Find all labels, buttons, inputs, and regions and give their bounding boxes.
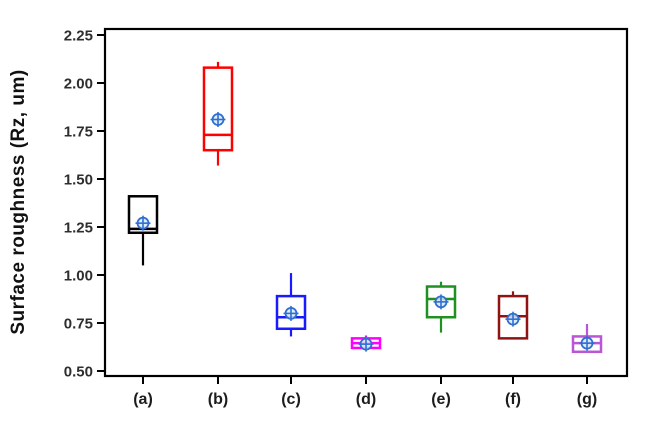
- y-axis: 2.25 2.00 1.75 1.50 1.25 1.00 0.75 0.50: [64, 28, 105, 381]
- mean-marker-icon: [283, 305, 299, 321]
- box-group-b: [202, 61, 234, 166]
- y-tick-label: 2.25: [64, 28, 93, 45]
- x-tick-label: (d): [356, 391, 376, 408]
- iqr-box: [127, 195, 159, 235]
- mean-marker-icon: [135, 215, 151, 231]
- y-tick-label: 1.25: [64, 220, 93, 237]
- box-group-c: [275, 273, 307, 337]
- x-tick-label: (g): [577, 391, 597, 408]
- box-group-a: [127, 195, 159, 266]
- y-tick-label: 1.75: [64, 124, 93, 141]
- y-axis-title: Surface roughness (Rz, um): [8, 69, 29, 334]
- y-tick-label: 1.00: [64, 268, 93, 285]
- mean-marker-icon: [358, 336, 374, 352]
- y-tick-label: 2.00: [64, 76, 93, 93]
- y-tick-label: 0.50: [64, 364, 93, 381]
- x-tick-label: (c): [281, 391, 301, 408]
- box-group-g: [571, 323, 603, 354]
- x-tick-label: (e): [431, 391, 451, 408]
- iqr-box: [202, 66, 234, 152]
- plot-frame: [103, 27, 629, 378]
- mean-marker-icon: [505, 311, 521, 327]
- x-tick-label: (a): [133, 391, 153, 408]
- mean-marker-icon: [433, 294, 449, 310]
- y-tick-label: 1.50: [64, 172, 93, 189]
- iqr-box: [425, 285, 457, 319]
- mean-marker-icon: [210, 111, 226, 127]
- x-axis: (a) (b) (c) (d) (e) (f) (g): [133, 376, 597, 408]
- y-tick-label: 0.75: [64, 316, 93, 333]
- box-group-f: [497, 291, 529, 340]
- x-tick-label: (b): [208, 391, 228, 408]
- iqr-box: [275, 294, 307, 331]
- box-group-e: [425, 281, 457, 333]
- x-tick-label: (f): [505, 391, 521, 408]
- box-series: [127, 61, 603, 354]
- mean-marker-icon: [579, 335, 595, 351]
- box-group-d: [350, 335, 382, 352]
